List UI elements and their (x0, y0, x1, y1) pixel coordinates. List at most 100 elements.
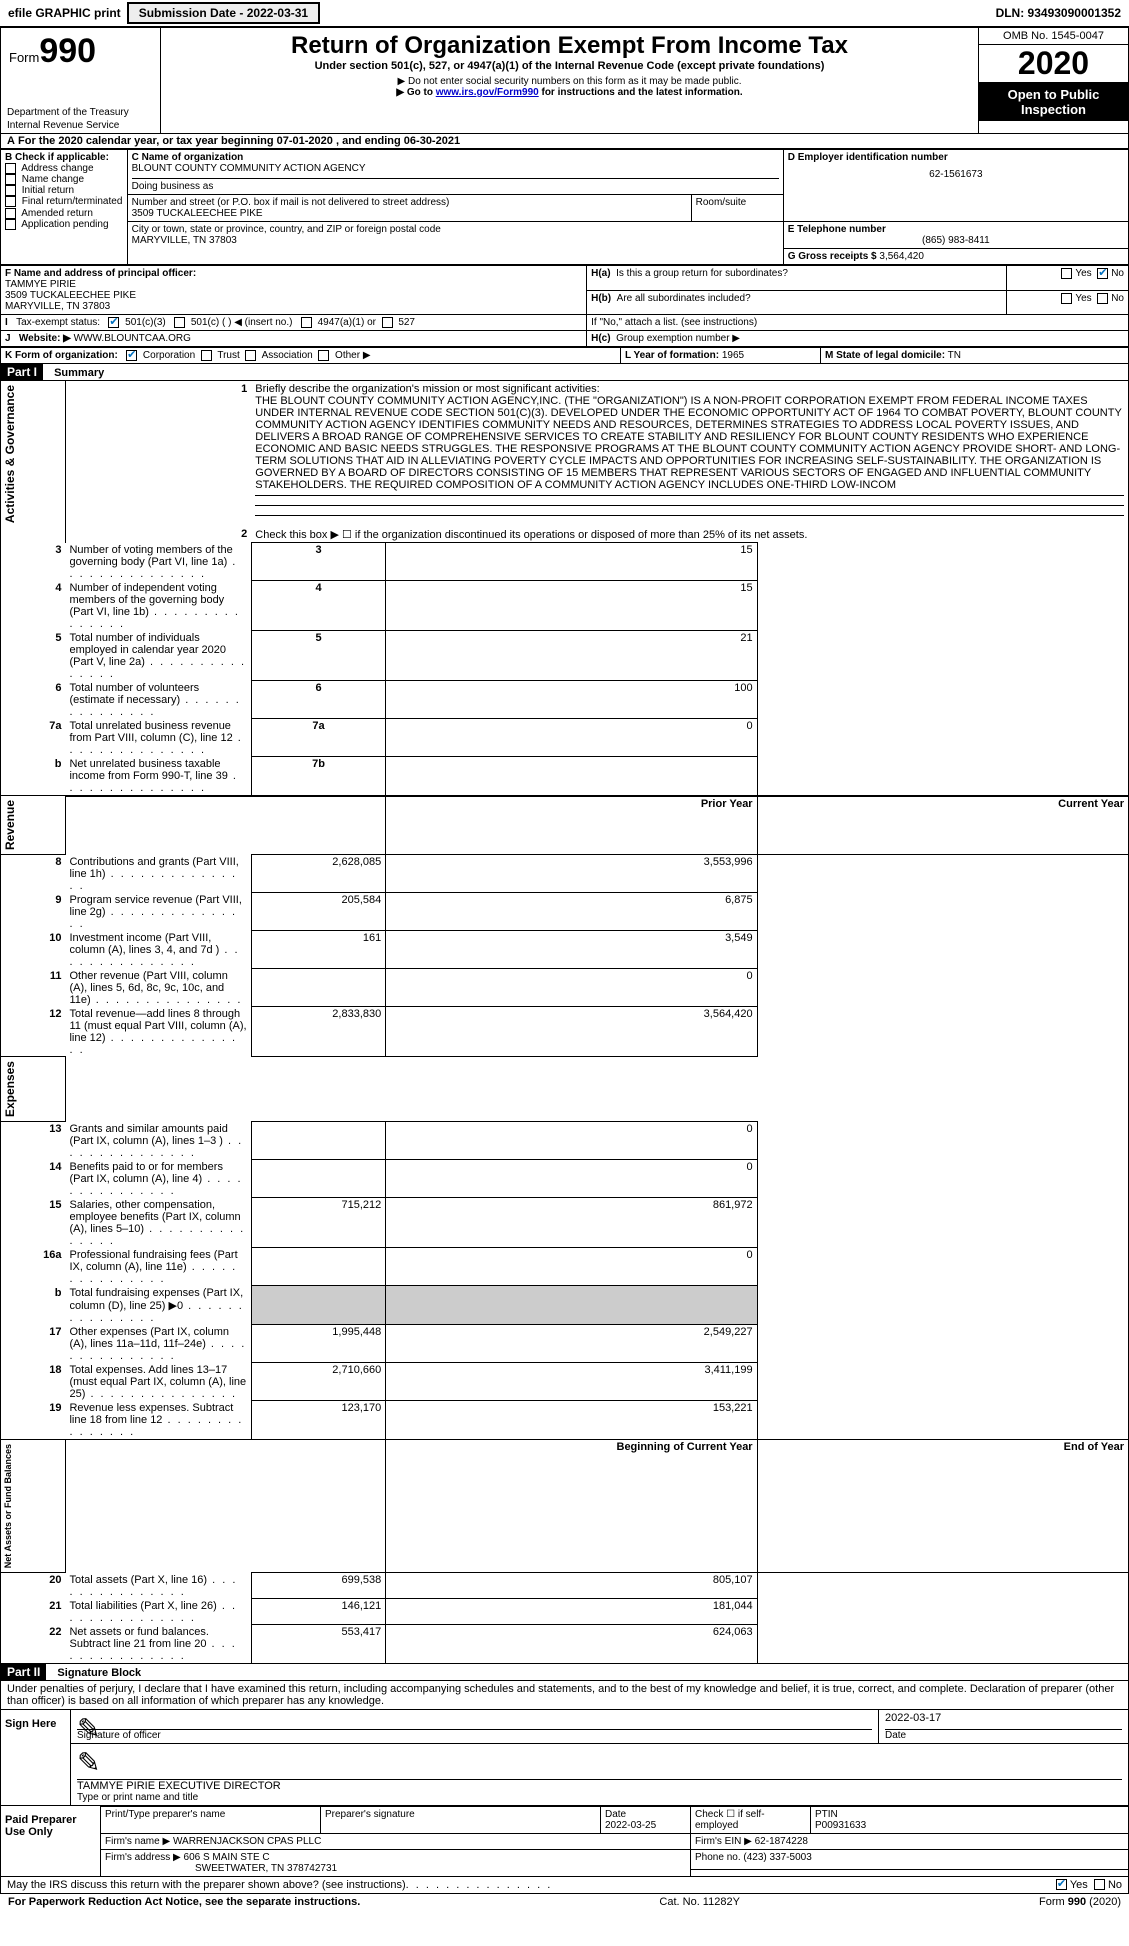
prior-value (251, 1160, 385, 1198)
line-text: Grants and similar amounts paid (Part IX… (69, 1123, 227, 1147)
line-value: 21 (386, 631, 757, 681)
i-527-checkbox[interactable] (382, 317, 393, 328)
ptin-value: P00931633 (815, 1820, 866, 1831)
line-box: 5 (251, 631, 385, 681)
d-label: D Employer identification number (788, 152, 1124, 163)
firm-phone: (423) 337-5003 (743, 1852, 811, 1863)
current-value: 0 (386, 1122, 757, 1160)
firm-ein-label: Firm's EIN ▶ (695, 1836, 752, 1847)
ha-yes-checkbox[interactable] (1061, 268, 1072, 279)
sign-here-label: Sign Here (1, 1710, 71, 1806)
current-value: 0 (386, 969, 757, 1007)
k-corp-checkbox[interactable] (126, 350, 137, 361)
firm-addr-label: Firm's address ▶ (105, 1852, 181, 1863)
footer-left: For Paperwork Reduction Act Notice, see … (8, 1896, 360, 1908)
firm-addr2: SWEETWATER, TN 378742731 (105, 1863, 337, 1874)
b-checkbox[interactable] (5, 219, 16, 230)
k-assoc-checkbox[interactable] (245, 350, 256, 361)
footer-right: Form 990 (2020) (1039, 1896, 1121, 1908)
date-label: Date (885, 1730, 1122, 1741)
current-value: 3,549 (386, 931, 757, 969)
irs-link[interactable]: www.irs.gov/Form990 (436, 87, 539, 98)
b-checkbox[interactable] (5, 163, 16, 174)
officer-addr2: MARYVILLE, TN 37803 (5, 301, 582, 312)
ha-prefix: H(a) (591, 268, 610, 279)
a-end-date: 06-30-2021 (404, 135, 460, 147)
m-value: TN (948, 350, 961, 361)
i-501c-checkbox[interactable] (174, 317, 185, 328)
k-trust: Trust (217, 350, 239, 361)
h-note: If "No," attach a list. (see instruction… (591, 317, 757, 328)
b-item-label: Name change (22, 174, 84, 185)
discuss-yes-checkbox[interactable] (1056, 1879, 1067, 1890)
line-value: 0 (386, 719, 757, 757)
prior-value: 123,170 (251, 1401, 385, 1440)
line-value (386, 757, 757, 796)
discuss-no-checkbox[interactable] (1094, 1879, 1105, 1890)
part1-title: Summary (46, 367, 104, 379)
b-checkbox[interactable] (5, 196, 16, 207)
prior-value: 146,121 (251, 1599, 385, 1625)
prior-value: 2,710,660 (251, 1363, 385, 1401)
form-prefix: Form (9, 50, 39, 65)
b-item-label: Initial return (22, 185, 74, 196)
k-assoc: Association (262, 350, 313, 361)
tax-year: 2020 (1018, 45, 1089, 81)
goto-pre: ▶ Go to (396, 87, 435, 98)
b-item-label: Amended return (21, 208, 93, 219)
dln-label: DLN: 93493090001352 (996, 6, 1121, 20)
prior-value: 2,628,085 (251, 855, 385, 893)
street-label: Number and street (or P.O. box if mail i… (132, 197, 687, 208)
form-number: 990 (39, 32, 96, 70)
city-value: MARYVILLE, TN 37803 (132, 235, 779, 246)
k-trust-checkbox[interactable] (201, 350, 212, 361)
irs-label: Internal Revenue Service (1, 120, 160, 133)
k-corp: Corporation (143, 350, 195, 361)
k-other-checkbox[interactable] (318, 350, 329, 361)
i-opt1: 501(c)(3) (125, 317, 166, 328)
ha-no-checkbox[interactable] (1097, 268, 1108, 279)
i-4947-checkbox[interactable] (301, 317, 312, 328)
yes-label: Yes (1075, 268, 1091, 279)
perjury-text: Under penalties of perjury, I declare th… (0, 1681, 1129, 1710)
check-self: Check ☐ if self-employed (695, 1809, 765, 1831)
line-text: Investment income (Part VIII, column (A)… (69, 932, 219, 956)
b-checkbox[interactable] (5, 174, 16, 185)
goto-post: for instructions and the latest informat… (539, 87, 743, 98)
g-label: G Gross receipts $ (788, 251, 877, 262)
current-value: 2,549,227 (386, 1325, 757, 1363)
open-public-label: Open to Public Inspection (979, 83, 1128, 121)
line-text: Total assets (Part X, line 16) (69, 1574, 207, 1586)
officer-name: TAMMYE PIRIE (5, 279, 582, 290)
f-label: F Name and address of principal officer: (5, 268, 582, 279)
col-begin: Beginning of Current Year (386, 1439, 757, 1572)
current-value: 624,063 (386, 1625, 757, 1664)
hb-yes-checkbox[interactable] (1061, 293, 1072, 304)
line-box: 3 (251, 543, 385, 581)
hb-no-checkbox[interactable] (1097, 293, 1108, 304)
prep-date: 2022-03-25 (605, 1820, 656, 1831)
i-501c3-checkbox[interactable] (108, 317, 119, 328)
b-checkbox[interactable] (5, 185, 16, 196)
ssn-warning: ▶ Do not enter social security numbers o… (165, 76, 974, 87)
no-label2: No (1111, 293, 1124, 304)
submission-date-label: Submission Date - (139, 6, 247, 20)
q1-label: Briefly describe the organization's miss… (255, 383, 599, 395)
line-box: 4 (251, 581, 385, 631)
m-label: M State of legal domicile: (825, 350, 945, 361)
omb-number: OMB No. 1545-0047 (979, 28, 1128, 45)
sig-date: 2022-03-17 (885, 1712, 1122, 1730)
form-subtitle: Under section 501(c), 527, or 4947(a)(1)… (165, 60, 974, 72)
submission-date-button[interactable]: Submission Date - 2022-03-31 (127, 2, 320, 24)
line-text: Total liabilities (Part X, line 26) (69, 1600, 216, 1612)
hb-prefix: H(b) (591, 293, 611, 304)
print-label: Print/Type preparer's name (105, 1809, 225, 1820)
part2-label: Part II (1, 1664, 46, 1680)
current-value: 0 (386, 1160, 757, 1198)
a-line-pre: For the 2020 calendar year, or tax year … (18, 135, 277, 147)
a-line-mid: , and ending (333, 135, 404, 147)
paid-preparer-label: Paid Preparer Use Only (1, 1806, 101, 1876)
b-checkbox[interactable] (5, 208, 16, 219)
yes-label2: Yes (1075, 293, 1091, 304)
line-text: Number of voting members of the governin… (69, 544, 232, 568)
